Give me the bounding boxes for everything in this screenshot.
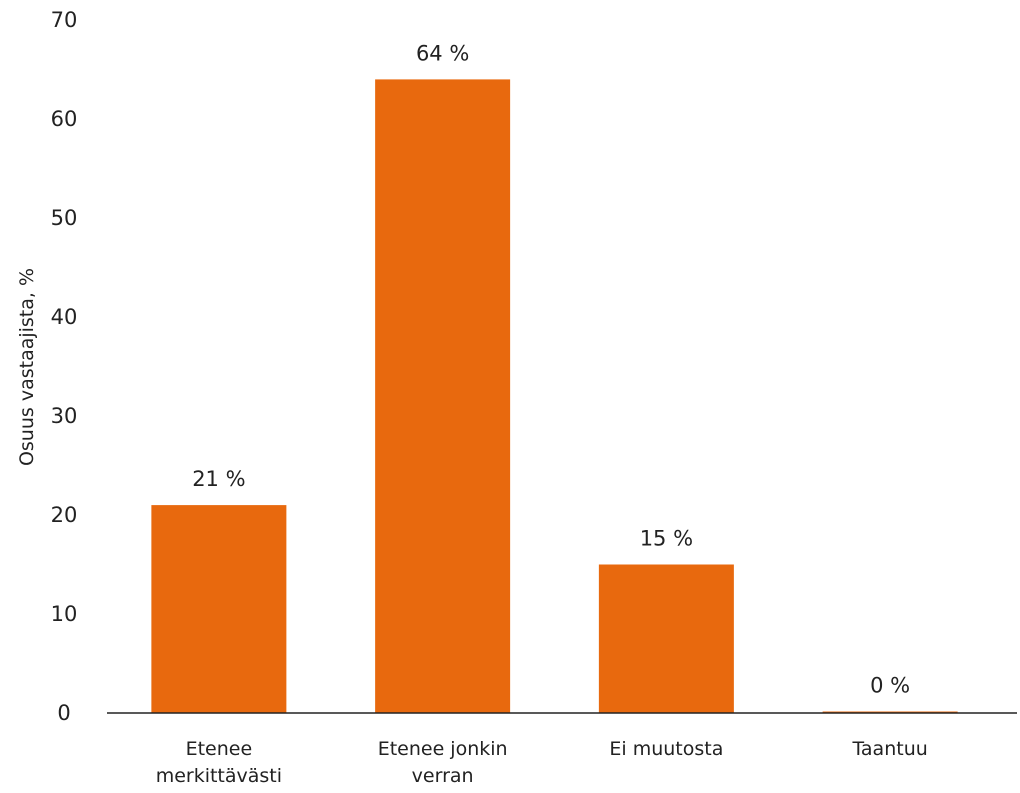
y-axis-title: Osuus vastaajista, % — [16, 268, 38, 466]
y-tick-label: 40 — [51, 305, 78, 329]
x-tick-label: Taantuu — [851, 738, 927, 760]
y-tick-label: 60 — [51, 107, 78, 131]
x-tick-label-line: Taantuu — [851, 738, 927, 760]
x-tick-label-line: merkittävästi — [156, 765, 282, 787]
y-tick-label: 20 — [51, 503, 78, 527]
x-tick-label-line: verran — [412, 765, 474, 787]
bar — [151, 505, 287, 713]
y-tick-label: 50 — [51, 206, 78, 230]
bars — [151, 79, 958, 713]
x-tick-label: Etenee jonkin verran — [378, 738, 508, 787]
bar — [375, 79, 511, 713]
y-tick-label: 30 — [51, 404, 78, 428]
x-axis-labels: Etenee merkittävästi Etenee jonkin verran Ei… — [156, 738, 928, 787]
x-tick-label-line: Ei muutosta — [609, 738, 723, 760]
y-tick-label: 0 — [57, 701, 70, 725]
data-label: 21 % — [192, 467, 245, 491]
x-tick-label-line: Etenee — [186, 738, 253, 760]
data-labels: 21 % 64 % 15 % 0 % — [192, 41, 910, 697]
y-axis-ticks: 0 10 20 30 40 50 60 70 — [51, 8, 78, 725]
data-label: 64 % — [416, 41, 469, 65]
data-label: 15 % — [640, 527, 693, 551]
x-tick-label-line: Etenee jonkin — [378, 738, 508, 760]
data-label: 0 % — [870, 674, 910, 698]
y-tick-label: 10 — [51, 602, 78, 626]
bar — [598, 564, 734, 713]
y-tick-label: 70 — [51, 8, 78, 32]
x-tick-label: Ei muutosta — [609, 738, 723, 760]
x-tick-label: Etenee merkittävästi — [156, 738, 282, 787]
